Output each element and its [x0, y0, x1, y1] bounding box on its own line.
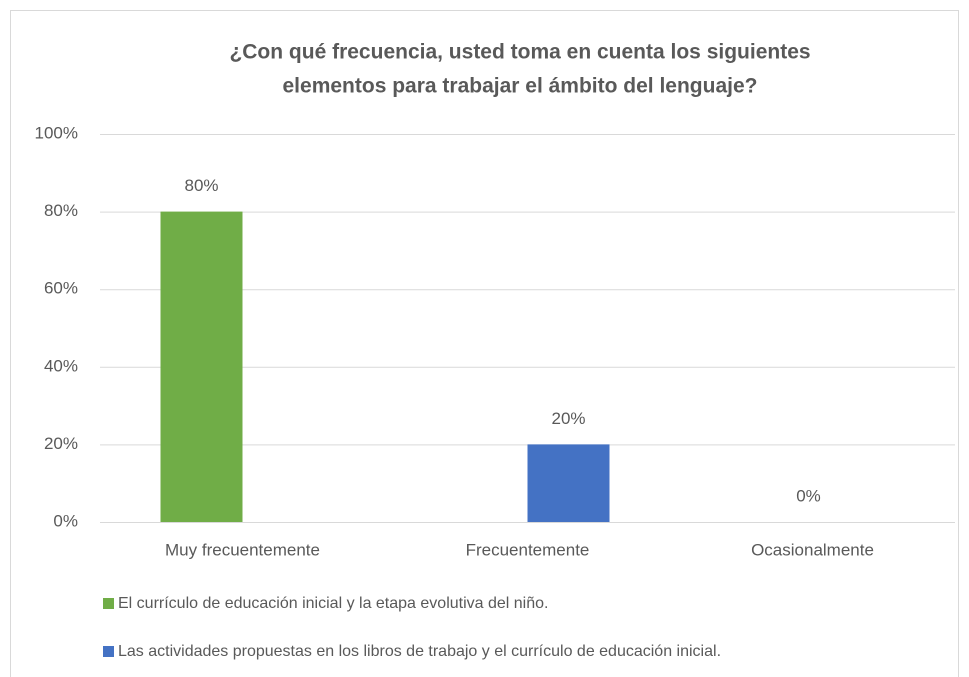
chart-title: ¿Con qué frecuencia, usted toma en cuent…: [229, 41, 810, 64]
chart-title: elementos para trabajar el ámbito del le…: [283, 75, 758, 98]
bar: [160, 211, 243, 522]
data-label: 20%: [551, 409, 585, 428]
x-tick-label: Frecuentemente: [466, 540, 590, 559]
x-tick-label: Ocasionalmente: [751, 540, 874, 559]
legend-label: El currículo de educación inicial y la e…: [118, 595, 548, 612]
y-tick-label: 0%: [53, 511, 78, 530]
legend-label: Las actividades propuestas en los libros…: [118, 643, 721, 660]
chart-border: [10, 10, 959, 677]
y-tick-label: 40%: [44, 356, 78, 375]
legend-swatch: [103, 598, 114, 609]
legend-swatch: [103, 646, 114, 657]
x-tick-label: Muy frecuentemente: [165, 540, 320, 559]
y-tick-label: 100%: [35, 123, 78, 142]
y-tick-label: 80%: [44, 201, 78, 220]
data-label: 0%: [796, 486, 821, 505]
y-tick-label: 20%: [44, 434, 78, 453]
data-label: 80%: [184, 176, 218, 195]
bar: [527, 444, 610, 522]
y-tick-label: 60%: [44, 279, 78, 298]
